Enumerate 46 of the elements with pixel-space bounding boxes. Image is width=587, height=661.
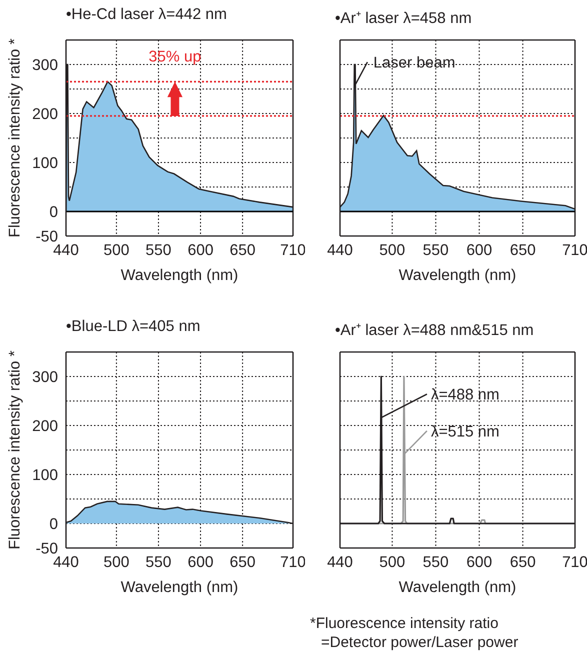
y-tick-label: 200 xyxy=(32,106,58,124)
text: *Fluorescence intensity ratio xyxy=(310,614,500,633)
x-tick-label: 650 xyxy=(510,554,536,572)
x-tick-label: 600 xyxy=(466,242,493,260)
y-axis-title: Fluorescence intensity ratio * xyxy=(6,38,24,238)
chart-title: •He-Cd laser λ=442 nm xyxy=(66,6,227,24)
x-tick-label: 550 xyxy=(146,554,172,572)
annotation: Laser beam xyxy=(373,54,456,72)
x-axis-title: Wavelength (nm) xyxy=(120,579,238,596)
legend-label: λ=515 nm xyxy=(430,423,500,440)
chart-title: •Blue-LD λ=405 nm xyxy=(66,318,200,336)
annotation: 35% up xyxy=(148,48,202,66)
x-tick-label: 500 xyxy=(104,554,130,572)
y-tick-label: 100 xyxy=(32,155,58,172)
x-axis-title: Wavelength (nm) xyxy=(398,267,516,284)
x-tick-label: 440 xyxy=(327,242,354,260)
x-tick-label: 710 xyxy=(280,554,306,572)
x-tick-label: 500 xyxy=(379,554,406,572)
x-axis-title: Wavelength (nm) xyxy=(398,579,516,596)
x-tick-label: 600 xyxy=(188,242,214,260)
text: =Detector power/Laser power xyxy=(320,633,518,652)
x-tick-label: 600 xyxy=(188,554,214,572)
x-tick-label: 440 xyxy=(327,554,354,572)
legend-label: λ=488 nm xyxy=(430,386,500,404)
x-tick-label: 650 xyxy=(230,554,256,572)
x-tick-label: 550 xyxy=(422,554,450,572)
y-tick-label: 0 xyxy=(49,516,58,534)
x-axis-title: Wavelength (nm) xyxy=(120,267,238,284)
x-tick-label: 710 xyxy=(280,242,306,260)
y-tick-label: 200 xyxy=(32,418,58,436)
chart-title: •Ar⁺ laser λ=458 nm xyxy=(335,9,472,28)
x-tick-label: 550 xyxy=(146,242,172,260)
x-tick-label: 600 xyxy=(466,554,493,572)
x-tick-label: 710 xyxy=(562,554,587,572)
x-tick-label: 550 xyxy=(422,242,450,260)
x-tick-label: 500 xyxy=(379,242,406,260)
y-tick-label: 100 xyxy=(32,467,58,484)
x-tick-label: 650 xyxy=(510,242,536,260)
x-tick-label: 500 xyxy=(104,242,130,260)
chart-title: •Ar⁺ laser λ=488 nm&515 nm xyxy=(335,321,534,340)
x-tick-label: 710 xyxy=(562,242,587,260)
y-axis-title: Fluorescence intensity ratio * xyxy=(6,350,24,550)
x-tick-label: 650 xyxy=(230,242,256,260)
y-tick-label: 0 xyxy=(49,204,58,222)
y-tick-label: 300 xyxy=(32,369,58,386)
y-tick-label: 300 xyxy=(32,57,58,74)
